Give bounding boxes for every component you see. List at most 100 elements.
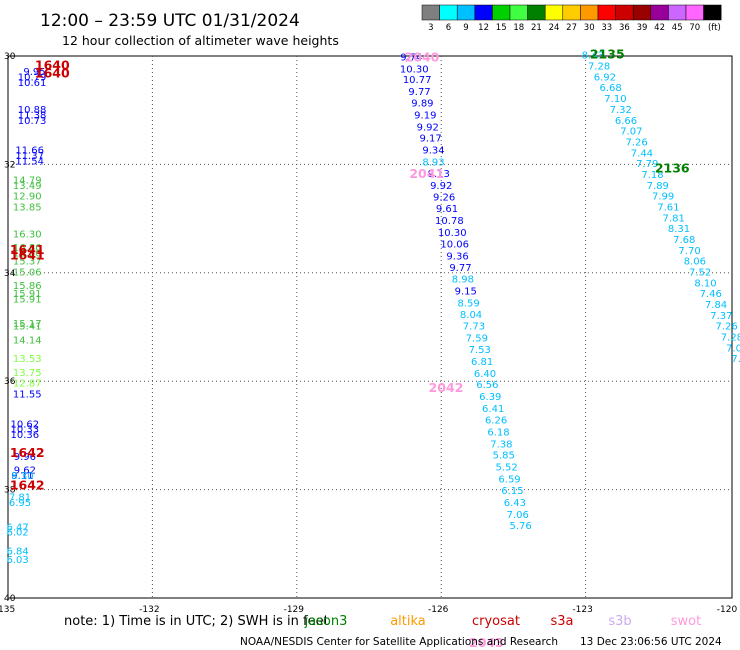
wave-height-value: 11.37 bbox=[15, 151, 44, 162]
wave-height-value: 16.80 bbox=[13, 249, 42, 260]
pass-number-label: 1640 bbox=[35, 58, 70, 73]
wave-height-value: 13.49 bbox=[13, 181, 42, 192]
legend-label: 27 bbox=[566, 23, 577, 33]
wave-height-value: 6.92 bbox=[594, 72, 616, 83]
legend-label: 18 bbox=[513, 23, 524, 33]
wave-height-value: 7.32 bbox=[610, 105, 632, 116]
legend-swatch bbox=[439, 4, 458, 21]
wave-height-value: 13.75 bbox=[13, 368, 42, 379]
legend-swatch bbox=[527, 4, 546, 21]
wave-height-value: 5.85 bbox=[493, 451, 515, 462]
wave-height-value: 9.15 bbox=[455, 286, 477, 297]
wave-height-value: 8.06 bbox=[684, 257, 706, 268]
wave-height-value: 7.81 bbox=[9, 492, 31, 503]
legend-swatch bbox=[703, 4, 722, 21]
wave-height-value: 7.99 bbox=[652, 192, 674, 203]
footer-credit: NOAA/NESDIS Center for Satellite Applica… bbox=[240, 636, 558, 648]
legend-swatch bbox=[615, 4, 634, 21]
legend-label: 45 bbox=[672, 23, 683, 33]
wave-height-value: 8.93 bbox=[422, 157, 444, 168]
wave-height-value: 8.10 bbox=[694, 278, 716, 289]
legend-swatch bbox=[580, 4, 599, 21]
wave-height-value: 9.36 bbox=[446, 251, 468, 262]
wave-height-value: 9.26 bbox=[433, 193, 455, 204]
wave-height-value: 16.80 bbox=[13, 243, 42, 254]
x-tick-label: -120 bbox=[717, 605, 738, 615]
legend-label: 39 bbox=[637, 23, 648, 33]
lat-lon-grid bbox=[8, 56, 730, 598]
wave-height-value: 7.84 bbox=[705, 300, 727, 311]
wave-height-value: 6.84 bbox=[6, 547, 28, 558]
wave-height-value: 7.38 bbox=[490, 439, 512, 450]
y-tick-label: 36 bbox=[4, 377, 16, 387]
pass-number-label: 1642 bbox=[10, 478, 45, 493]
wave-height-value: 9.96 bbox=[14, 452, 36, 463]
wave-height-value: 9.19 bbox=[414, 110, 436, 121]
wave-height-value: 10.73 bbox=[18, 116, 47, 127]
satellite-legend: jason3 altika cryosat s3a s3b swot bbox=[304, 614, 702, 629]
wave-height-value: 6.66 bbox=[615, 116, 637, 127]
legend-label: 42 bbox=[654, 23, 665, 33]
legend-swatch bbox=[650, 4, 669, 21]
legend-swatch bbox=[509, 4, 528, 21]
legend-swatch bbox=[474, 4, 493, 21]
wave-height-value: 9.77 bbox=[449, 263, 471, 274]
wave-height-value: 7.37 bbox=[710, 311, 732, 322]
wave-height-value: 7.05 bbox=[726, 343, 740, 354]
wave-height-value: 9.61 bbox=[436, 204, 458, 215]
footer-timestamp: 13 Dec 23:06:56 UTC 2024 bbox=[580, 636, 722, 648]
legend-swatch bbox=[456, 4, 476, 21]
wave-height-value: 6.18 bbox=[487, 427, 509, 438]
note-text: note: 1) Time is in UTC; 2) SWH is in fe… bbox=[64, 614, 329, 629]
axis-ticks: -135 -132 -129 -126 -123 -120 30 32 34 36 38 40 bbox=[0, 52, 737, 615]
wave-height-value: 15.91 bbox=[13, 289, 42, 300]
wave-height-value: 7.79 bbox=[636, 159, 658, 170]
wave-height-value: 9.77 bbox=[408, 87, 430, 98]
wave-height-value: 10.88 bbox=[18, 105, 47, 116]
wave-height-value: 14.14 bbox=[13, 335, 42, 346]
wave-height-value: 9.34 bbox=[422, 146, 444, 157]
plot-frame bbox=[7, 55, 733, 599]
legend-swatch bbox=[421, 4, 440, 21]
wave-height-value: 15.86 bbox=[13, 281, 42, 292]
wave-height-value: 8.43 bbox=[582, 51, 604, 62]
legend-label: 70 bbox=[689, 23, 700, 33]
pass-number-label: 2136 bbox=[655, 161, 690, 176]
y-tick-label: 40 bbox=[4, 594, 16, 604]
wave-height-value: 13.85 bbox=[13, 202, 42, 213]
wave-height-value: 7.07 bbox=[620, 127, 642, 138]
wave-height-value: 8.59 bbox=[458, 298, 480, 309]
map-title: 12:00 – 23:59 UTC 01/31/2024 bbox=[40, 11, 300, 31]
wave-height-value: 7.81 bbox=[663, 213, 685, 224]
wave-height-value: 10.30 bbox=[400, 64, 429, 75]
wave-height-value: 6.43 bbox=[504, 498, 526, 509]
wave-height-value: 8.31 bbox=[668, 224, 690, 235]
wave-height-value: 6.02 bbox=[6, 528, 28, 539]
wave-height-value: 6.59 bbox=[498, 475, 520, 486]
legend-swatch bbox=[544, 4, 564, 21]
pass-labels: 1640164016411641164216422040204120422043… bbox=[10, 47, 690, 650]
wave-height-value: 10.78 bbox=[435, 216, 464, 227]
wave-height-value: 10.33 bbox=[11, 425, 40, 436]
pass-number-label: 1641 bbox=[10, 242, 45, 257]
wave-height-value: 7.26 bbox=[715, 322, 737, 333]
satellite-name: cryosat bbox=[472, 614, 520, 629]
wave-height-value: 7.73 bbox=[463, 322, 485, 333]
legend-label: 15 bbox=[496, 23, 507, 33]
pass-number-label: 1640 bbox=[35, 66, 70, 81]
wave-height-value: 10.36 bbox=[11, 430, 40, 441]
x-tick-label: -126 bbox=[428, 605, 449, 615]
wave-height-value: 6.39 bbox=[479, 392, 501, 403]
wave-height-value: 11.38 bbox=[18, 110, 47, 121]
legend-label: 30 bbox=[584, 23, 595, 33]
wave-height-value: 10.77 bbox=[403, 75, 432, 86]
wave-height-value: 5.52 bbox=[496, 463, 518, 474]
wave-height-value: 8.30 bbox=[11, 471, 33, 482]
y-tick-label: 32 bbox=[4, 160, 15, 170]
wave-height-value: 7.18 bbox=[641, 170, 663, 181]
wave-height-value: 10.30 bbox=[438, 228, 467, 239]
wave-height-value: 6.03 bbox=[6, 555, 28, 566]
wave-height-value: 12.90 bbox=[13, 192, 42, 203]
x-tick-label: -135 bbox=[0, 605, 15, 615]
legend-label: (ft) bbox=[708, 23, 721, 33]
